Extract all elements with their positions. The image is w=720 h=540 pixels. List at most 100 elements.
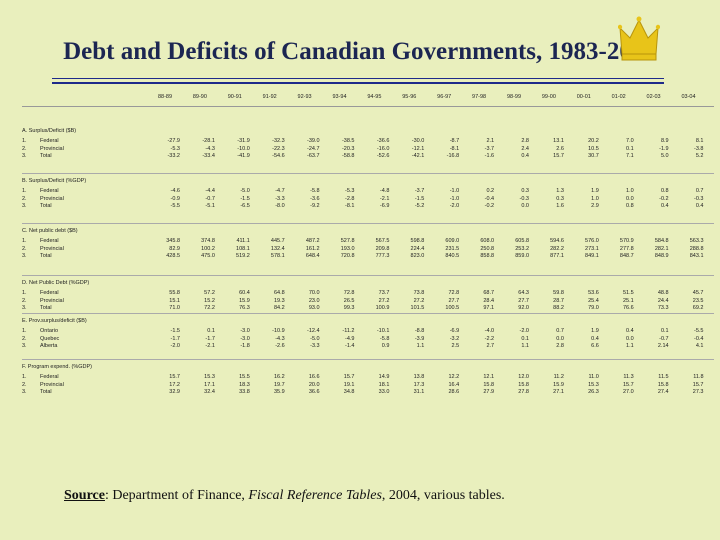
table-cell: 858.8 bbox=[480, 253, 495, 259]
table-cell: 0.3 bbox=[556, 195, 564, 202]
table-cell: -12.4 bbox=[307, 328, 320, 334]
table-cell: 16.6 bbox=[308, 374, 320, 380]
table-cell: -10.0 bbox=[237, 145, 250, 152]
table-cell: -24.7 bbox=[307, 145, 320, 152]
table-cell: 282.1 bbox=[654, 245, 669, 252]
table-cell: 76.6 bbox=[622, 305, 634, 311]
table-cell: -1.4 bbox=[345, 343, 355, 349]
table-cell: -3.0 bbox=[240, 328, 250, 334]
table-cell: -8.0 bbox=[275, 203, 285, 209]
table-cell: 273.1 bbox=[585, 245, 599, 252]
row-label: Federal bbox=[40, 138, 59, 144]
table-cell: 0.1 bbox=[207, 328, 215, 334]
table-cell: 231.5 bbox=[445, 245, 460, 252]
row-label: Provincial bbox=[40, 245, 64, 252]
table-cell: 598.8 bbox=[410, 238, 425, 244]
table-cell: 11.2 bbox=[553, 374, 564, 380]
table-cell: -2.6 bbox=[275, 343, 285, 349]
table-cell: 2.8 bbox=[556, 343, 564, 349]
row-number: 2. bbox=[22, 381, 27, 388]
table-cell: -4.4 bbox=[205, 188, 215, 194]
table-cell: 92.0 bbox=[518, 305, 529, 311]
table-cell: 2.14 bbox=[657, 343, 669, 349]
table-cell: 27.1 bbox=[553, 389, 564, 395]
table-cell: 27.7 bbox=[518, 297, 529, 304]
table-cell: 2.7 bbox=[486, 343, 495, 349]
table-cell: -9.2 bbox=[310, 203, 320, 209]
table-cell: 0.2 bbox=[486, 188, 495, 194]
table-cell: 0.4 bbox=[660, 203, 669, 209]
table-cell: 877.1 bbox=[550, 253, 564, 259]
table-cell: 594.6 bbox=[550, 238, 564, 244]
row-number: 3. bbox=[22, 153, 27, 159]
table-cell: 209.8 bbox=[375, 245, 390, 252]
table-cell: 24.4 bbox=[657, 297, 669, 304]
source-suffix: , 2004, various tables. bbox=[381, 488, 505, 503]
table-cell: 11.3 bbox=[623, 374, 634, 380]
row-label: Provincial bbox=[40, 381, 64, 388]
table-cell: -16.0 bbox=[376, 145, 390, 152]
table-cell: -5.2 bbox=[414, 203, 425, 209]
table-cell: 97.1 bbox=[483, 305, 495, 311]
table-cell: 2.4 bbox=[521, 145, 529, 152]
section-title: F. Program expend. (%GDP) bbox=[22, 364, 92, 370]
table-cell: 578.1 bbox=[270, 253, 285, 259]
table-cell: -4.7 bbox=[275, 188, 285, 194]
table-cell: -38.5 bbox=[341, 138, 355, 144]
section-divider bbox=[22, 313, 714, 314]
table-cell: -0.3 bbox=[694, 195, 704, 202]
table-cell: 33.0 bbox=[378, 389, 390, 395]
table-cell: -5.5 bbox=[694, 328, 704, 334]
row-label: Total bbox=[40, 253, 52, 259]
table-cell: 10.5 bbox=[588, 145, 599, 152]
table-cell: 28.7 bbox=[553, 297, 564, 304]
table-cell: 73.7 bbox=[378, 290, 390, 296]
table-cell: 584.8 bbox=[654, 238, 669, 244]
header-divider bbox=[22, 106, 714, 107]
table-cell: 8.1 bbox=[695, 138, 704, 144]
table-cell: 31.1 bbox=[413, 389, 425, 395]
table-cell: 28.4 bbox=[483, 297, 495, 304]
table-cell: 17.1 bbox=[204, 381, 215, 388]
table-cell: 15.8 bbox=[483, 381, 495, 388]
table-cell: 0.1 bbox=[626, 145, 634, 152]
table-cell: 1.6 bbox=[556, 203, 564, 209]
table-cell: 15.3 bbox=[588, 381, 599, 388]
table-cell: 73.3 bbox=[657, 305, 669, 311]
table-cell: -4.0 bbox=[484, 328, 495, 334]
table-cell: 0.7 bbox=[695, 188, 704, 194]
table-cell: -1.5 bbox=[170, 328, 180, 334]
table-cell: 64.3 bbox=[518, 290, 529, 296]
table-cell: 23.5 bbox=[692, 297, 704, 304]
table-cell: 20.2 bbox=[588, 138, 599, 144]
table-cell: -63.7 bbox=[307, 153, 320, 159]
table-cell: 108.1 bbox=[236, 245, 250, 252]
table-cell: 224.4 bbox=[410, 245, 425, 252]
section-title: B. Surplus/Deficit (%GDP) bbox=[22, 178, 87, 184]
year-header: 94-95 bbox=[367, 94, 382, 100]
table-cell: 1.1 bbox=[626, 343, 634, 349]
source-note: Source: Department of Finance, Fiscal Re… bbox=[64, 488, 505, 504]
year-header: 03-04 bbox=[681, 94, 696, 100]
table-cell: -3.9 bbox=[414, 335, 425, 342]
row-number: 3. bbox=[22, 389, 27, 395]
table-cell: 27.2 bbox=[378, 297, 390, 304]
row-label: Federal bbox=[40, 290, 59, 296]
row-number: 2. bbox=[22, 335, 27, 342]
table-cell: 69.2 bbox=[692, 305, 704, 311]
table-cell: 19.1 bbox=[343, 381, 355, 388]
table-cell: 27.0 bbox=[622, 389, 634, 395]
table-cell: 6.6 bbox=[591, 343, 599, 349]
table-cell: 72.2 bbox=[204, 305, 215, 311]
table-cell: 14.9 bbox=[378, 374, 390, 380]
table-cell: -2.0 bbox=[519, 328, 529, 334]
section-divider bbox=[22, 359, 714, 360]
table-cell: 2.5 bbox=[451, 343, 460, 349]
table-cell: 0.4 bbox=[591, 335, 599, 342]
year-header: 99-00 bbox=[541, 94, 556, 100]
page-title: Debt and Deficits of Canadian Government… bbox=[63, 38, 657, 65]
table-cell: 18.3 bbox=[239, 381, 250, 388]
table-cell: -5.5 bbox=[170, 203, 180, 209]
table-cell: 848.9 bbox=[654, 253, 669, 259]
table-cell: 16.2 bbox=[273, 374, 285, 380]
